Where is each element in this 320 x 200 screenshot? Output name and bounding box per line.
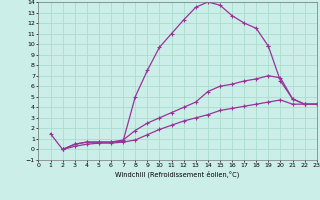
X-axis label: Windchill (Refroidissement éolien,°C): Windchill (Refroidissement éolien,°C) xyxy=(116,171,240,178)
